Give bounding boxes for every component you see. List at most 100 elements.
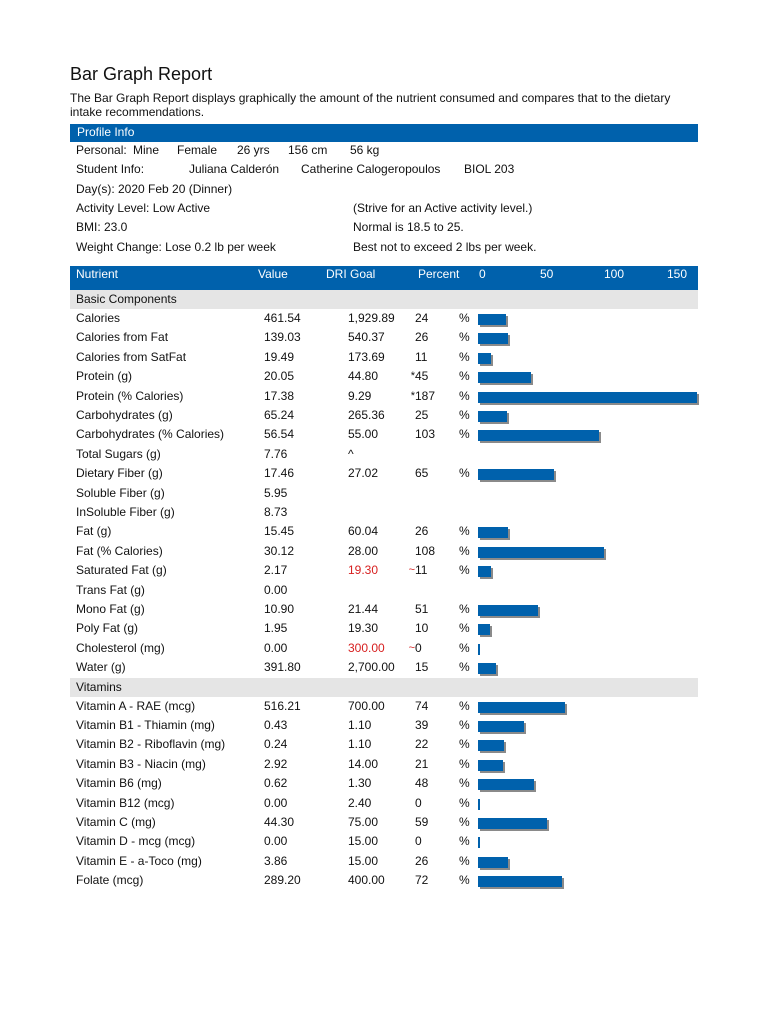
table-row: Vitamin B6 (mg) 0.62 1.30 48% (70, 774, 698, 793)
percent-value: 74 (415, 698, 429, 713)
nutrient-name: Carbohydrates (g) (76, 408, 173, 422)
profile-info-title: Profile Info (77, 125, 135, 139)
weight-change-note: Best not to exceed 2 lbs per week. (353, 240, 537, 254)
nutrient-name: Vitamin E - a-Toco (mg) (76, 853, 202, 868)
dri-goal: ^ (348, 446, 354, 461)
table-row: Vitamin C (mg) 44.30 75.00 59% (70, 813, 698, 832)
percent-bar (478, 856, 700, 870)
dri-goal: 265.36 (348, 408, 385, 422)
percent-bar (478, 759, 700, 773)
table-row: Vitamin B12 (mcg) 0.00 2.40 0% (70, 794, 698, 813)
nutrient-value: 56.54 (264, 427, 295, 442)
col-dri-goal: DRI Goal (326, 267, 376, 281)
table-row: Calories from Fat 139.03 540.37 26% (70, 328, 698, 347)
percent-sign: % (459, 621, 470, 636)
table-row: Protein (% Calories) 17.38 9.29 * 187% (70, 387, 699, 406)
percent-value: 72 (415, 873, 429, 888)
percent-sign: % (459, 427, 470, 442)
col-nutrient: Nutrient (76, 267, 119, 281)
scale-tick-label: 0 (479, 267, 486, 281)
nutrient-name: Poly Fat (g) (76, 621, 139, 636)
nutrient-value: 0.00 (264, 834, 288, 849)
student-label: Student Info: (76, 162, 145, 176)
percent-bar (478, 314, 700, 327)
percent-bar-fill (478, 527, 509, 539)
table-row: Total Sugars (g) 7.76 ^ (70, 445, 698, 464)
nutrient-name: Vitamin B2 - Riboflavin (mg) (76, 737, 226, 752)
personal-label: Personal: (76, 143, 127, 157)
section-title: Basic Components (76, 292, 177, 306)
percent-sign: % (459, 698, 470, 713)
dri-goal: 1.10 (348, 718, 372, 732)
dri-goal: 2,700.00 (348, 660, 395, 675)
nutrient-value: 65.24 (264, 408, 295, 422)
personal-row: Personal: Mine Female 26 yrs 156 cm 56 k… (76, 141, 696, 160)
dri-goal: 44.80 (348, 369, 379, 384)
percent-value: 103 (415, 427, 436, 442)
col-value: Value (258, 267, 288, 281)
percent-bar (478, 837, 700, 849)
instructor-name: Catherine Calogeropoulos (301, 162, 441, 176)
nutrient-value: 15.45 (264, 524, 295, 539)
weight-change: Weight Change: Lose 0.2 lb per week (76, 240, 276, 254)
nutrient-name: Dietary Fiber (g) (76, 466, 163, 481)
percent-sign: % (459, 466, 470, 481)
scale-tick-label: 50 (540, 267, 554, 281)
nutrient-name: Protein (g) (76, 369, 133, 384)
table-row: Soluble Fiber (g) 5.95 (70, 484, 698, 503)
table-row: Vitamin B1 - Thiamin (mg) 0.43 1.10 39% (70, 716, 698, 735)
percent-bar (478, 876, 700, 890)
dri-goal: 1.10 (348, 737, 372, 752)
table-row: Vitamin E - a-Toco (mg) 3.86 15.00 26% (70, 852, 698, 871)
dri-goal: 28.00 (348, 543, 379, 558)
nutrient-name: Folate (mcg) (76, 873, 144, 888)
nutrient-name: Vitamin C (mg) (76, 815, 156, 829)
table-header: Nutrient Value DRI Goal Percent 0 50 100… (70, 266, 698, 290)
percent-bar (478, 798, 700, 810)
percent-bar (478, 546, 700, 560)
nutrient-value: 17.46 (264, 466, 295, 481)
percent-bar-fill (478, 624, 490, 636)
nutrient-name: Calories from SatFat (76, 349, 187, 364)
percent-bar-fill (478, 391, 697, 403)
table-row: Vitamin B3 - Niacin (mg) 2.92 14.00 21% (70, 755, 698, 774)
percent-value: 26 (415, 853, 429, 868)
nutrient-value: 0.00 (264, 795, 288, 810)
dri-goal: 14.00 (348, 756, 379, 771)
percent-value: 108 (415, 543, 436, 558)
percent-sign: % (459, 369, 470, 384)
percent-bar-fill (478, 818, 548, 829)
percent-bar (478, 469, 700, 483)
nutrient-value: 5.95 (264, 485, 288, 500)
dri-goal: 75.00 (348, 815, 379, 829)
percent-bar-fill (478, 352, 491, 364)
student-name: Juliana Calderón (189, 162, 280, 176)
percent-bar-fill (478, 721, 524, 732)
percent-bar-fill (478, 333, 509, 345)
percent-sign: % (459, 388, 470, 403)
activity-note: (Strive for an Active activity level.) (353, 201, 533, 215)
dri-goal: 1.30 (348, 776, 372, 791)
nutrient-value: 0.00 (264, 582, 288, 597)
activity-level: Activity Level: Low Active (76, 201, 211, 215)
scale-tick-label: 150 (667, 267, 688, 281)
percent-bar-fill (478, 701, 565, 713)
percent-value: 0 (415, 640, 422, 655)
nutrient-name: Vitamin B1 - Thiamin (mg) (76, 718, 215, 732)
percent-sign: % (459, 408, 470, 422)
percent-bar (478, 701, 700, 715)
percent-value: 59 (415, 815, 429, 829)
percent-value: 24 (415, 311, 429, 325)
percent-bar (478, 352, 700, 366)
percent-bar (478, 779, 700, 793)
nutrient-value: 10.90 (264, 602, 295, 616)
percent-value: 21 (415, 756, 429, 771)
percent-flag: * (410, 370, 415, 383)
nutrient-value: 461.54 (264, 311, 301, 325)
percent-bar-fill (478, 643, 480, 655)
table-row: Cholesterol (mg) 0.00 300.00 ~0% (70, 639, 698, 658)
nutrient-name: Trans Fat (g) (76, 582, 145, 597)
percent-flag: * (410, 389, 415, 402)
page-title: Bar Graph Report (70, 64, 213, 84)
